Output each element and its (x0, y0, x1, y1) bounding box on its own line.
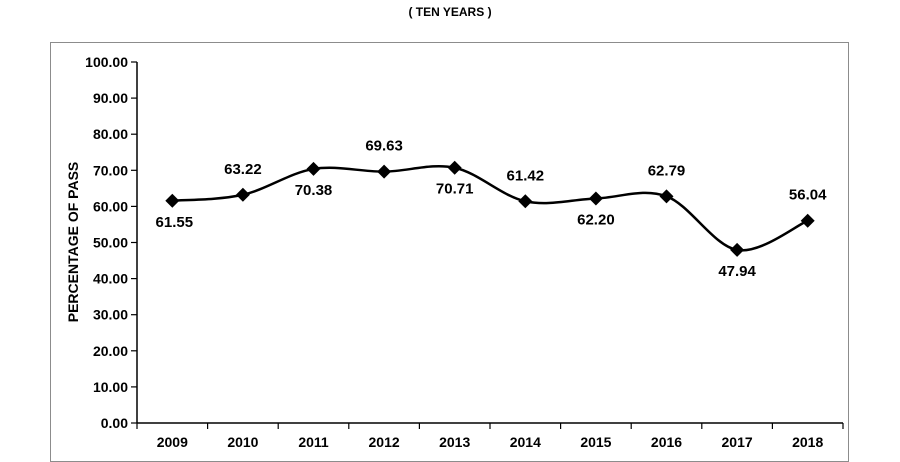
data-point-marker (235, 187, 250, 202)
series-line (172, 164, 809, 252)
y-tick-label: 60.00 (93, 198, 128, 214)
data-label: 61.42 (507, 167, 545, 184)
y-tick-label: 50.00 (93, 235, 128, 251)
y-tick-label: 0.00 (101, 415, 128, 431)
x-tick-label: 2014 (510, 434, 541, 450)
y-axis: 0.00 10.00 20.00 30.00 40.00 50.00 60.00 70.00 8… (85, 54, 138, 431)
y-tick-label: 90.00 (93, 90, 128, 106)
data-point-marker (165, 193, 180, 208)
data-point-marker (306, 161, 321, 176)
y-tick-label: 10.00 (93, 379, 128, 395)
data-label: 63.22 (224, 161, 262, 178)
y-tick-label: 20.00 (93, 343, 128, 359)
y-tick-label: 80.00 (93, 126, 128, 142)
data-label: 61.55 (156, 214, 194, 231)
data-label: 56.04 (789, 187, 827, 204)
data-label: 62.79 (648, 162, 686, 179)
data-point-marker (518, 194, 533, 209)
x-tick-label: 2010 (227, 434, 258, 450)
data-point-marker (588, 191, 603, 206)
x-tick-label: 2009 (157, 434, 188, 450)
data-label: 47.94 (718, 263, 756, 280)
y-axis-title: PERCENTAGE OF PASS (65, 162, 81, 323)
chart-title: ( TEN YEARS ) (408, 5, 492, 19)
x-tick-label: 2018 (792, 434, 823, 450)
data-label: 69.63 (365, 138, 403, 155)
data-series: 61.55 63.22 70.38 69.63 70.71 61.42 62.20 62.79… (156, 138, 828, 280)
data-label: 70.38 (295, 182, 333, 199)
x-axis: 2009 2010 2011 2012 2013 2014 2015 2016 2017 2018 (136, 422, 844, 450)
data-point-marker (800, 213, 815, 228)
line-chart: 0.00 10.00 20.00 30.00 40.00 50.00 60.00 70.00 8… (65, 54, 844, 450)
x-tick-label: 2013 (439, 434, 470, 450)
data-label: 70.71 (436, 181, 474, 198)
data-label: 62.20 (577, 211, 615, 228)
x-tick-label: 2012 (369, 434, 400, 450)
data-point-marker (377, 164, 392, 179)
x-tick-label: 2016 (651, 434, 682, 450)
y-tick-label: 70.00 (93, 162, 128, 178)
x-tick-label: 2015 (580, 434, 611, 450)
data-point-marker (447, 160, 462, 175)
data-point-marker (659, 189, 674, 204)
data-point-marker (730, 242, 745, 257)
y-tick-label: 40.00 (93, 271, 128, 287)
x-tick-label: 2011 (298, 434, 329, 450)
x-tick-label: 2017 (722, 434, 753, 450)
y-tick-label: 30.00 (93, 307, 128, 323)
y-tick-label: 100.00 (85, 54, 128, 70)
